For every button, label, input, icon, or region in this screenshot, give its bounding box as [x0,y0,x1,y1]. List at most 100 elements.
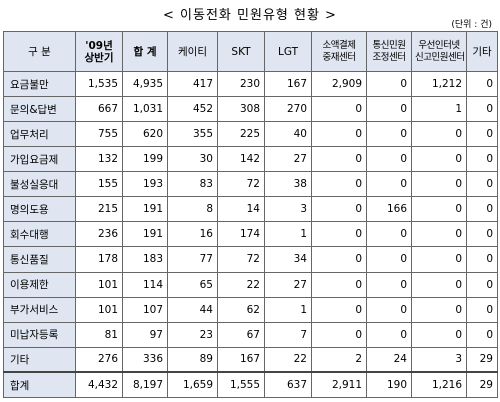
table-cell: 1,031 [122,96,168,123]
table-cell: 0 [366,146,412,173]
table-cell: 755 [75,121,123,148]
table-row: 업무처리 755 620 355 225 40 0 0 0 0 [3,121,498,148]
table-cell: 667 [75,96,123,123]
table-cell: 1,212 [411,70,467,98]
table-row: 회수대행 236 191 16 174 1 0 0 0 0 [3,221,498,248]
table-cell: 4,432 [75,371,123,399]
table-cell: 155 [75,171,123,198]
table-cell: 72 [217,246,265,273]
row-label: 문의&답변 [3,96,76,123]
table-cell: 40 [264,121,312,148]
table-cell: 178 [75,246,123,273]
table-cell: 72 [217,171,265,198]
table-cell: 114 [122,271,168,298]
table-cell: 0 [366,121,412,148]
table-cell: 23 [167,321,218,348]
row-label: 기타 [3,346,76,373]
table-cell: 174 [217,221,265,248]
row-label: 불성실응대 [3,171,76,198]
table-cell: 101 [75,296,123,323]
table-cell: 0 [466,96,498,123]
header-other: 기타 [466,31,498,72]
table-row: 미납자등록 81 97 23 67 7 0 0 0 0 [3,321,498,348]
table-cell: 308 [217,96,265,123]
table-cell: 0 [311,96,367,123]
table-cell: 2,911 [311,371,367,399]
table-cell: 0 [311,121,367,148]
table-cell: 0 [366,221,412,248]
row-label: 가입요금제 [3,146,76,173]
table-row: 부가서비스 101 107 44 62 1 0 0 0 0 [3,296,498,323]
header-lgt: LGT [264,31,312,72]
table-cell: 0 [466,121,498,148]
table-cell: 190 [366,371,412,399]
row-label: 합계 [3,371,76,399]
table-cell: 132 [75,146,123,173]
table-cell: 83 [167,171,218,198]
table-cell: 22 [264,346,312,373]
table-cell: 355 [167,121,218,148]
table-row: 문의&답변 667 1,031 452 308 270 0 0 1 0 [3,96,498,123]
table-cell: 1,555 [217,371,265,399]
table-cell: 0 [366,246,412,273]
row-label: 요금불만 [3,70,76,98]
table-cell: 1,216 [411,371,467,399]
table-cell: 27 [264,271,312,298]
page-title: < 이동전화 민원유형 현황 > [163,8,337,23]
table-cell: 452 [167,96,218,123]
header-category: 구 분 [3,31,76,72]
table-cell: 30 [167,146,218,173]
table-cell: 199 [122,146,168,173]
table-cell: 1 [264,296,312,323]
table-cell: 276 [75,346,123,373]
table-cell: 1 [411,96,467,123]
table-cell: 191 [122,196,168,223]
complaint-type-table: 구 분 '09년 상반기 합 계 케이티 SKT LGT 소액결제 중재센터 통신민… [3,31,498,399]
table-cell: 0 [311,171,367,198]
table-cell: 7 [264,321,312,348]
table-cell: 0 [311,246,367,273]
table-cell: 0 [411,221,467,248]
header-h1-2009: '09년 상반기 [75,31,123,72]
table-cell: 0 [311,271,367,298]
table-cell: 29 [466,371,498,399]
table-cell: 215 [75,196,123,223]
row-label: 통신품질 [3,246,76,273]
table-cell: 34 [264,246,312,273]
table-cell: 38 [264,171,312,198]
table-row: 명의도용 215 191 8 14 3 0 166 0 0 [3,196,498,223]
table-cell: 0 [411,146,467,173]
table-cell: 0 [366,96,412,123]
table-cell: 77 [167,246,218,273]
table-cell: 3 [264,196,312,223]
table-cell: 0 [411,321,467,348]
table-cell: 81 [75,321,123,348]
table-row: 요금불만 1,535 4,935 417 230 167 2,909 0 1,212 0 [3,70,498,98]
table-cell: 4,935 [122,70,168,98]
table-cell: 0 [466,221,498,248]
header-row: 구 분 '09년 상반기 합 계 케이티 SKT LGT 소액결제 중재센터 통신민… [3,31,498,72]
row-label: 미납자등록 [3,321,76,348]
table-cell: 0 [411,296,467,323]
table-row: 불성실응대 155 193 83 72 38 0 0 0 0 [3,171,498,198]
table-cell: 0 [311,296,367,323]
table-cell: 142 [217,146,265,173]
unit-label: (단위 : 건) [451,20,492,30]
table-cell: 0 [466,146,498,173]
table-cell: 270 [264,96,312,123]
table-cell: 0 [466,196,498,223]
header-skt: SKT [217,31,265,72]
table-cell: 27 [264,146,312,173]
table-row: 가입요금제 132 199 30 142 27 0 0 0 0 [3,146,498,173]
table-cell: 225 [217,121,265,148]
table-cell: 230 [217,70,265,98]
table-cell: 1 [264,221,312,248]
table-cell: 0 [466,271,498,298]
table-cell: 0 [311,221,367,248]
table-cell: 0 [366,271,412,298]
table-row: 이용제한 101 114 65 22 27 0 0 0 0 [3,271,498,298]
table-cell: 193 [122,171,168,198]
table-cell: 0 [466,246,498,273]
table-cell: 65 [167,271,218,298]
table-cell: 0 [366,171,412,198]
